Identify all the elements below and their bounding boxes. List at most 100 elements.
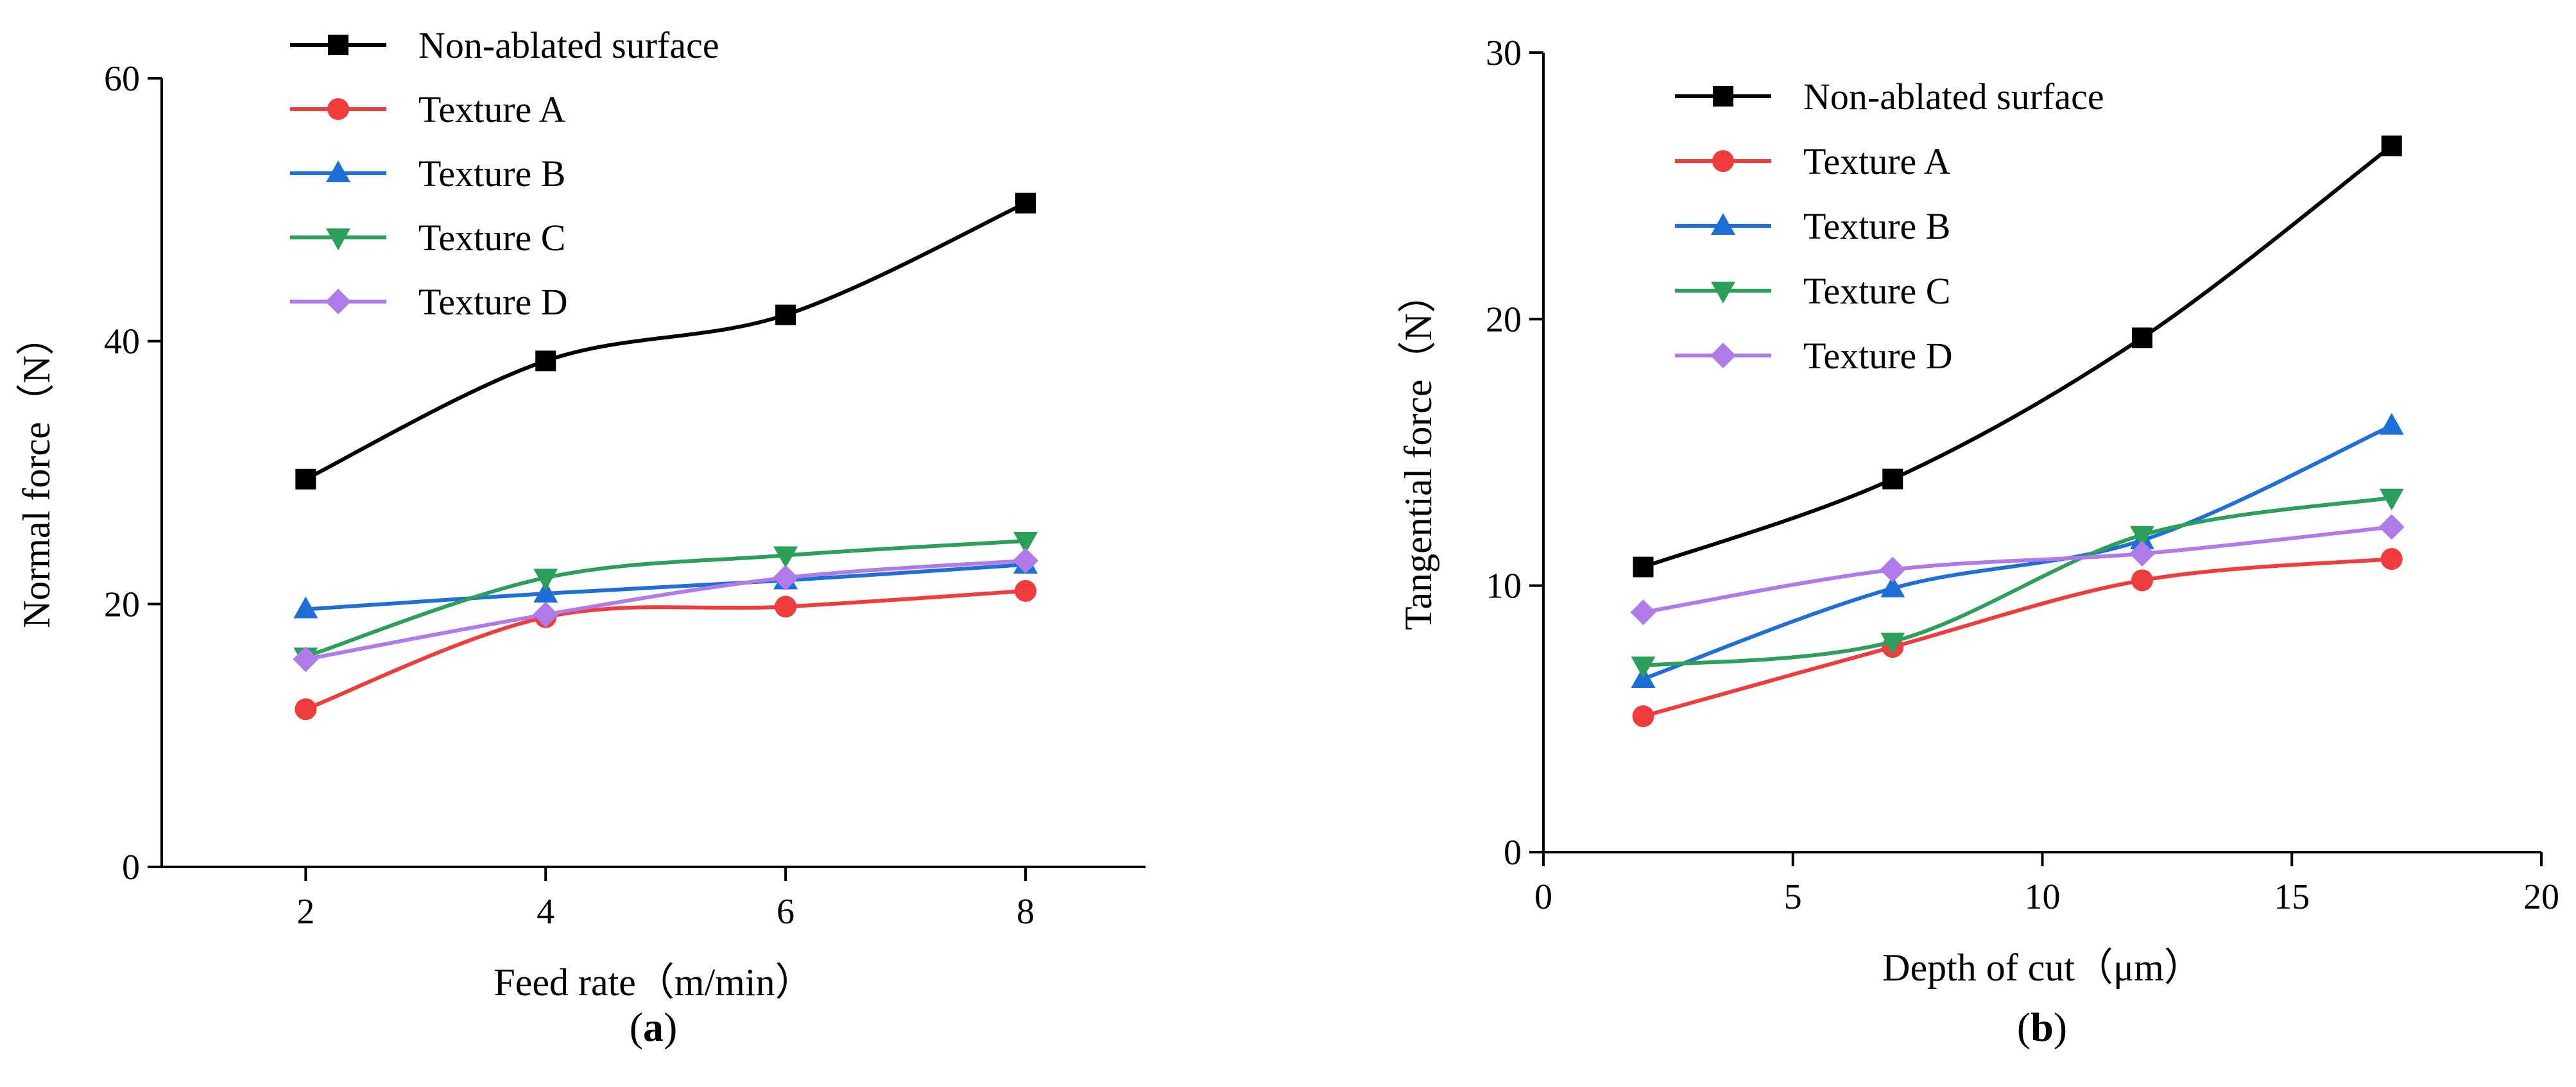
data-point — [775, 595, 797, 618]
series-line — [1643, 495, 2392, 668]
series-line — [305, 562, 1026, 612]
data-point — [1015, 193, 1036, 214]
series-line — [305, 201, 1027, 481]
data-point — [2381, 135, 2402, 157]
legend-label: Texture D — [418, 281, 568, 323]
y-axis-label: Tangential force（N） — [1397, 275, 1439, 630]
data-point — [295, 468, 316, 490]
series-line — [305, 539, 1026, 659]
data-point — [1015, 579, 1037, 602]
data-point — [1013, 547, 1039, 574]
legend-marker — [328, 35, 348, 55]
legend-entry-texture-c: Texture C — [290, 217, 565, 259]
y-tick-label: 0 — [122, 848, 140, 887]
x-tick-label: 20 — [2523, 877, 2559, 917]
x-tick-label: 6 — [777, 892, 794, 932]
data-point — [2379, 488, 2404, 511]
legend-entry-texture-b: Texture B — [1675, 205, 1950, 247]
y-axis-label: Normal force（N） — [15, 317, 58, 628]
series-line — [1642, 144, 2393, 569]
data-point — [2132, 327, 2152, 348]
y-tick-label: 60 — [104, 59, 140, 99]
legend-entry-texture-b: Texture B — [290, 153, 565, 194]
chart-panel-a: 0 20 40 60 2 4 6 8 Feed rate（m/min） Normal force（… — [15, 24, 1146, 1050]
data-point — [773, 565, 799, 591]
data-point — [1880, 575, 1905, 597]
legend-label: Texture B — [418, 153, 565, 194]
x-tick-label: 10 — [2025, 877, 2061, 917]
data-point — [533, 601, 559, 628]
data-point — [1630, 599, 1656, 626]
data-point — [1882, 468, 1903, 490]
x-tick-label: 0 — [1534, 877, 1552, 917]
legend-marker — [325, 289, 351, 314]
panel-letter: a — [643, 1004, 664, 1050]
series-texture-c — [1631, 488, 2404, 679]
series-line — [1642, 557, 2392, 719]
data-point — [773, 546, 798, 569]
legend-label: Texture A — [418, 89, 566, 130]
data-point — [293, 596, 318, 619]
y-tick-label: 0 — [1504, 833, 1522, 873]
legend-marker — [1712, 150, 1734, 172]
data-point — [2129, 540, 2155, 567]
x-axis-label: Feed rate（m/min） — [494, 961, 813, 1004]
series-line — [1642, 525, 2392, 615]
data-point — [1880, 556, 1906, 583]
legend-label: Non-ablated surface — [1803, 76, 2104, 117]
series-line — [305, 588, 1026, 712]
panel-letter: b — [2031, 1004, 2054, 1050]
series-line — [305, 558, 1026, 662]
y-tick-label: 40 — [104, 322, 140, 362]
data-point — [295, 698, 317, 721]
x-tick-label: 4 — [537, 892, 554, 932]
legend-marker — [326, 228, 350, 250]
legend-marker — [1710, 343, 1736, 368]
data-point — [293, 646, 319, 672]
legend-entry-texture-c: Texture C — [1675, 270, 1950, 312]
series-texture-d — [1630, 514, 2405, 626]
y-tick-label: 20 — [1486, 300, 1522, 339]
data-point — [1880, 632, 1905, 655]
y-tick-label: 30 — [1486, 33, 1522, 73]
legend-entry-non-ablated-surface: Non-ablated surface — [290, 24, 719, 66]
data-point — [1632, 705, 1654, 728]
data-point — [1633, 556, 1654, 578]
series-line — [1642, 424, 2393, 681]
data-point — [533, 580, 558, 603]
panel-caption: (a) — [630, 1004, 678, 1050]
legend-entry-texture-a: Texture A — [1675, 141, 1951, 182]
panel-caption: (b) — [2017, 1004, 2067, 1050]
legend-label: Texture B — [1803, 205, 1950, 247]
legend-marker — [1711, 282, 1735, 304]
legend-label: Non-ablated surface — [418, 24, 719, 66]
x-tick-label: 8 — [1017, 892, 1035, 932]
axes-frame — [1542, 53, 2541, 853]
legend-label: Texture C — [1803, 270, 1950, 312]
y-tick-label: 10 — [1486, 567, 1522, 606]
legend-entry-texture-d: Texture D — [290, 281, 568, 323]
legend-entry-texture-a: Texture A — [290, 89, 566, 130]
data-point — [2380, 548, 2403, 570]
legend-marker — [1711, 213, 1735, 235]
data-point — [2131, 569, 2153, 592]
x-tick-label: 2 — [296, 892, 314, 932]
data-point — [535, 350, 556, 372]
x-tick-label: 5 — [1784, 877, 1802, 917]
y-tick-label: 20 — [104, 585, 140, 624]
series-non-ablated-surface — [1633, 135, 2402, 578]
legend-entry-non-ablated-surface: Non-ablated surface — [1675, 76, 2104, 117]
series-non-ablated-surface — [295, 193, 1036, 490]
data-point — [775, 304, 796, 325]
data-point — [2378, 514, 2405, 540]
series-texture-d — [293, 547, 1039, 672]
legend-label: Texture C — [418, 217, 565, 259]
legend-label: Texture A — [1803, 141, 1951, 182]
data-point — [1631, 656, 1656, 679]
chart-panel-b: 0 10 20 30 0 5 10 15 20 Depth of cut（μm） Tangentia… — [1397, 33, 2559, 1050]
data-point — [533, 569, 558, 591]
legend-marker — [326, 160, 350, 182]
data-point — [1013, 532, 1038, 554]
legend-label: Texture D — [1803, 335, 1953, 377]
